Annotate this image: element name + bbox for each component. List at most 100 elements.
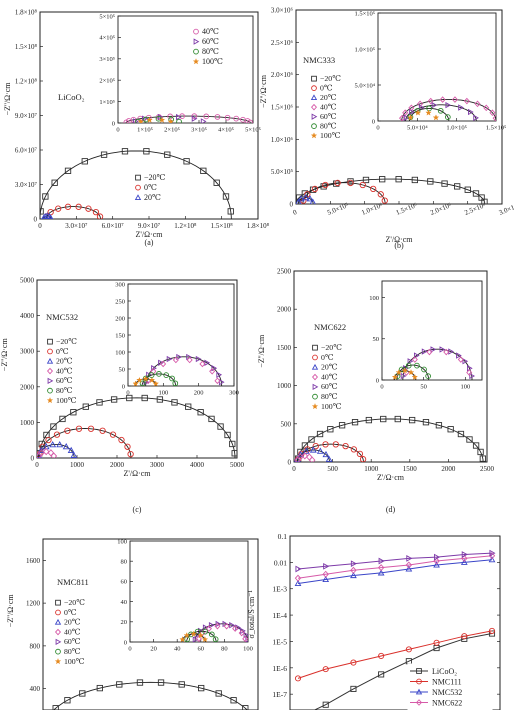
legend-marker <box>46 396 54 404</box>
y-tick-label: 1E-7 <box>272 690 287 699</box>
data-point <box>56 441 64 448</box>
plot-area-c <box>36 279 238 459</box>
data-point <box>208 631 215 638</box>
data-point <box>195 635 202 642</box>
inset-legend-marker <box>193 38 200 45</box>
series-LiCoO₂ <box>313 630 496 710</box>
legend-label: 60℃ <box>321 382 338 391</box>
data-point <box>294 675 302 682</box>
data-point <box>394 415 401 423</box>
panel-e: 400 800 1200 1600 0 20 40 60 80 100 0 20 40 60 80 100 NM… <box>6 538 259 710</box>
data-point <box>45 436 52 444</box>
inset-legend-label: 80℃ <box>202 47 219 56</box>
data-point <box>209 367 216 375</box>
data-point <box>217 423 224 430</box>
data-point <box>137 118 145 123</box>
sample-label: NMC333 <box>303 55 335 65</box>
data-point <box>445 101 452 109</box>
data-point <box>195 355 202 363</box>
legend-marker <box>312 383 319 391</box>
y-axis-label: −Z''/Ω·cm <box>3 82 12 116</box>
data-point <box>322 450 330 458</box>
x-tick-label: 1.0×10⁶ <box>360 201 384 217</box>
data-point <box>405 362 412 369</box>
data-point <box>176 113 182 121</box>
data-point <box>87 425 95 432</box>
data-point <box>418 104 425 111</box>
data-point <box>464 186 471 193</box>
x-tick-label: 1.8×10⁸ <box>247 222 270 230</box>
data-point <box>456 352 462 359</box>
data-point <box>79 690 86 697</box>
data-point <box>463 97 470 105</box>
data-point <box>316 447 324 454</box>
data-point <box>212 636 219 642</box>
data-point <box>421 366 427 373</box>
data-point <box>395 368 403 376</box>
data-point <box>466 369 473 376</box>
data-point <box>214 377 221 385</box>
legend-label: 0℃ <box>321 353 334 362</box>
inset-y-tick-label: 1.0×10⁵ <box>354 46 375 53</box>
data-point <box>350 659 357 666</box>
series-−20℃ <box>40 148 234 219</box>
data-point <box>401 367 409 374</box>
data-point <box>405 561 413 569</box>
data-point <box>332 441 339 448</box>
fit-curve <box>38 428 132 458</box>
y-axis-label: −Z''/Ω·cm <box>257 334 266 368</box>
x-axis-label: Z'/Ω·cm <box>136 230 164 239</box>
legend-marker <box>311 363 319 370</box>
inset-x-tick-label: 3×10⁵ <box>191 127 207 134</box>
data-point <box>215 690 222 697</box>
data-point <box>338 422 346 429</box>
data-point <box>242 635 248 642</box>
data-point <box>49 441 57 448</box>
inset-legend-marker <box>192 57 200 65</box>
data-point <box>186 356 193 364</box>
data-point <box>391 373 399 380</box>
data-point <box>223 622 230 630</box>
data-point <box>426 348 433 356</box>
data-point <box>160 360 167 368</box>
plot-area-e <box>42 538 259 710</box>
data-point <box>109 431 117 438</box>
data-point <box>402 109 409 117</box>
data-point <box>432 114 440 121</box>
data-point <box>233 115 240 122</box>
legend-marker <box>46 357 54 364</box>
data-point <box>75 425 83 432</box>
y-tick-label: 2500 <box>277 267 292 275</box>
data-point <box>458 104 464 111</box>
data-point <box>365 416 373 424</box>
data-point <box>82 403 89 410</box>
data-point <box>457 430 465 438</box>
series-−20℃ <box>52 679 249 710</box>
data-point <box>398 366 405 373</box>
data-point <box>439 346 446 353</box>
legend-marker <box>310 94 318 101</box>
data-point <box>378 671 385 678</box>
legend-label: −20℃ <box>321 343 342 352</box>
y-tick-label: 1E-6 <box>272 664 287 673</box>
data-point <box>316 430 324 438</box>
data-point <box>136 679 144 686</box>
plot-area-d <box>293 270 488 463</box>
data-point <box>199 629 206 637</box>
series-line <box>297 559 493 584</box>
inset-d: 0 50 100 0 50 100 <box>369 280 483 391</box>
fit-curve <box>401 98 496 121</box>
legend-label: 80℃ <box>321 392 338 401</box>
data-point <box>488 627 496 634</box>
y-tick-label: 3.0×10⁶ <box>271 6 294 14</box>
data-point <box>200 118 207 123</box>
inset-a: 0 1×10⁵ 2×10⁵ 3×10⁵ 4×10⁵ 5×10⁵ 0 1×10⁵ 2×10⁵ 3×1… <box>99 13 261 133</box>
y-tick-label: 1.8×10⁸ <box>15 8 38 16</box>
legend-marker <box>47 348 53 355</box>
data-point <box>434 553 441 561</box>
y-tick-label: 2000 <box>20 383 35 391</box>
fit-curve <box>43 215 52 219</box>
legend-marker <box>47 387 53 394</box>
data-point <box>301 452 309 460</box>
x-axis-label: Z'/Ω·cm <box>124 469 152 478</box>
